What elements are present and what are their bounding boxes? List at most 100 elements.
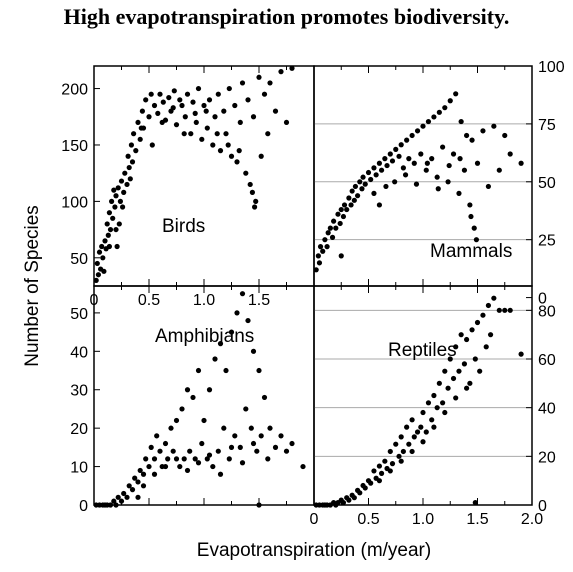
data-point: [146, 463, 152, 470]
data-point: [456, 190, 462, 196]
data-point: [193, 119, 199, 126]
data-point: [221, 108, 227, 114]
x-tick-label: 1.5: [248, 292, 270, 309]
data-point: [267, 425, 273, 431]
data-point: [351, 495, 357, 501]
data-point: [159, 119, 165, 126]
data-point: [234, 159, 240, 165]
data-point: [133, 148, 139, 154]
y-tick-label: 25: [538, 233, 556, 250]
data-point: [502, 132, 508, 139]
data-point: [192, 456, 198, 462]
data-point: [239, 291, 246, 297]
data-point: [300, 463, 306, 470]
data-point: [101, 268, 107, 274]
data-point: [485, 302, 491, 309]
data-point: [105, 232, 111, 238]
data-point: [258, 433, 264, 439]
data-point: [429, 156, 435, 162]
panel-frame: [313, 285, 533, 506]
data-point: [442, 409, 448, 416]
x-tick-label: 2.0: [521, 511, 543, 528]
data-point: [329, 234, 336, 240]
data-point: [325, 230, 331, 236]
data-point: [351, 197, 357, 203]
data-point: [404, 137, 410, 143]
data-point: [518, 160, 524, 166]
data-point: [378, 167, 385, 173]
data-point: [420, 439, 426, 445]
data-point: [447, 98, 453, 104]
data-point: [179, 102, 185, 109]
data-point: [346, 195, 352, 201]
data-point: [252, 204, 258, 210]
data-point: [249, 189, 255, 195]
data-point: [146, 114, 152, 120]
data-point: [456, 368, 462, 374]
data-point: [139, 108, 145, 114]
panel-frame: [93, 65, 315, 287]
data-point: [436, 109, 442, 115]
data-point: [496, 307, 502, 313]
data-point: [243, 170, 249, 176]
data-point: [228, 329, 235, 335]
data-point: [411, 160, 417, 166]
y-tick-label: 10: [70, 460, 88, 477]
y-tick-label: 30: [70, 383, 88, 400]
data-point: [137, 467, 143, 474]
data-point: [135, 479, 141, 485]
data-point: [453, 344, 459, 350]
data-point: [384, 162, 390, 169]
data-point: [420, 409, 426, 416]
data-point: [487, 332, 494, 338]
data-point: [149, 142, 155, 148]
data-point: [113, 193, 119, 199]
data-point: [203, 108, 209, 114]
data-point: [267, 80, 273, 86]
y-tick-label: 20: [538, 449, 556, 466]
x-axis-label: Evapotranspiration (m/year): [197, 540, 431, 561]
data-point: [206, 387, 213, 393]
data-point: [182, 114, 188, 120]
data-point: [400, 448, 406, 455]
data-point: [237, 444, 243, 450]
data-point: [166, 94, 172, 101]
y-tick-label: 100: [538, 59, 565, 76]
data-point: [126, 483, 132, 489]
data-point: [333, 225, 339, 231]
data-point: [420, 123, 426, 129]
data-point: [111, 498, 117, 504]
data-point: [199, 136, 205, 142]
data-point: [195, 85, 202, 92]
data-point: [190, 99, 196, 105]
data-point: [256, 367, 262, 374]
data-point: [425, 400, 432, 406]
data-point: [393, 146, 399, 152]
data-point: [442, 368, 448, 374]
data-point: [289, 440, 295, 447]
data-point: [114, 243, 120, 250]
data-point: [324, 244, 330, 250]
data-point: [226, 456, 232, 462]
data-point: [413, 181, 420, 187]
data-point: [201, 102, 207, 109]
data-point: [148, 91, 154, 97]
y-tick-label: 40: [70, 344, 88, 361]
data-point: [245, 317, 251, 324]
data-point: [400, 165, 406, 171]
data-point: [177, 463, 183, 470]
data-point: [393, 441, 399, 447]
data-point: [327, 225, 333, 231]
data-point: [132, 475, 138, 481]
data-point: [518, 351, 524, 357]
data-point: [423, 429, 429, 435]
data-point: [143, 456, 149, 462]
data-point: [195, 367, 202, 374]
data-point: [217, 341, 224, 347]
data-point: [414, 429, 421, 435]
data-point: [129, 159, 136, 165]
data-point: [431, 114, 437, 120]
data-point: [250, 114, 257, 120]
